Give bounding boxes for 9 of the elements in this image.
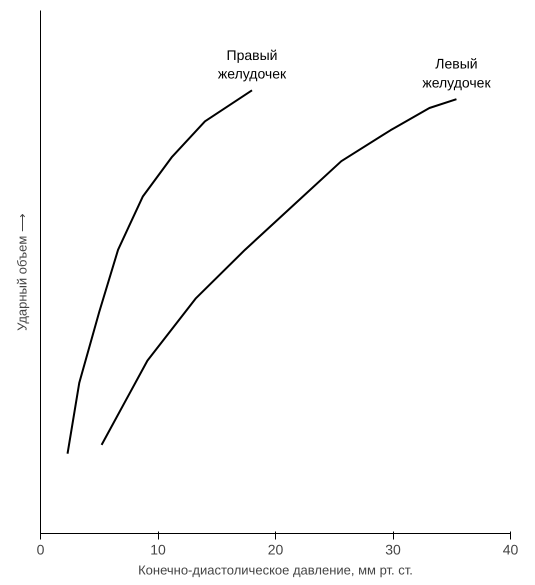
series-label: Левый желудочек [422, 56, 492, 90]
x-tick-label: 40 [502, 542, 518, 558]
x-tick-label: 10 [150, 542, 166, 558]
x-tick-label: 20 [268, 542, 284, 558]
y-axis-title: Ударный объем ⟶ [14, 213, 30, 331]
x-tick-label: 0 [36, 542, 45, 558]
series-label: Правый желудочек [218, 46, 287, 82]
x-tick-label: 30 [385, 542, 401, 558]
x-axis-title: Конечно-диастолическое давление, мм рт. ст. [138, 562, 413, 578]
